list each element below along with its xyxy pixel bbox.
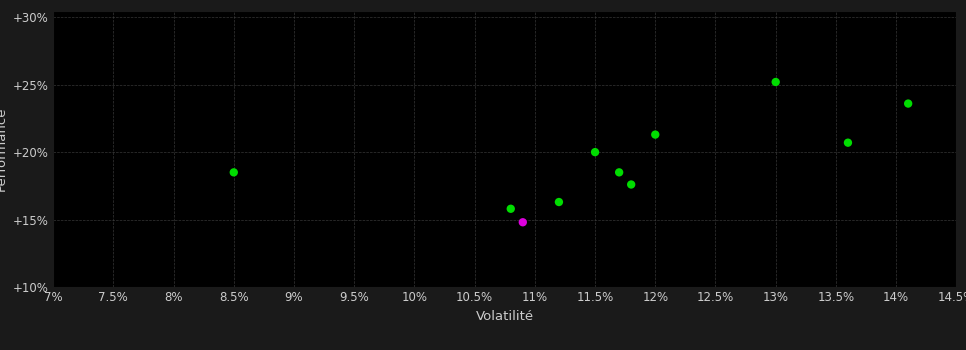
Point xyxy=(768,79,783,85)
Point xyxy=(840,140,856,146)
Point xyxy=(226,169,242,175)
Point xyxy=(503,206,519,211)
Point xyxy=(515,219,530,225)
Point xyxy=(647,132,663,138)
Y-axis label: Performance: Performance xyxy=(0,106,8,191)
Point xyxy=(587,149,603,155)
Point xyxy=(900,101,916,106)
Point xyxy=(623,182,639,187)
X-axis label: Volatilité: Volatilité xyxy=(475,310,534,323)
Point xyxy=(552,199,567,205)
Point xyxy=(611,169,627,175)
